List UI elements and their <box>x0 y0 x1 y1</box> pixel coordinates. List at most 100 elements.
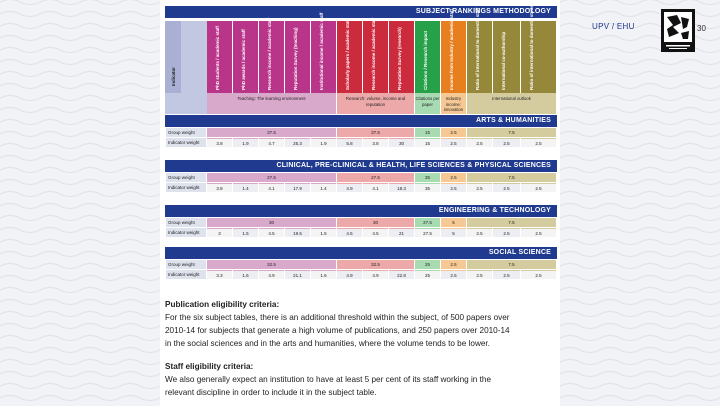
group-weight-cell: 2.5 <box>441 260 466 269</box>
indicator-weight-cell: 4.5 <box>259 228 284 237</box>
column-label: International co-authorship <box>501 31 506 90</box>
page-number: 30 <box>697 24 706 33</box>
group-weight-row: Group weight 37.5 37.5 15 2.5 7.5 <box>165 128 557 137</box>
indicator-weight-cell: 2.5 <box>493 183 520 192</box>
group-label: International outlook <box>467 93 556 114</box>
staff-line: We also generally expect an institution … <box>165 375 492 384</box>
indicator-weight-cell: 4.9 <box>259 270 284 279</box>
methodology-column: PhD students / academic staff <box>207 21 232 93</box>
indicator-weight-cell: 2.5 <box>441 270 466 279</box>
indicator-weight-cell: 2.5 <box>521 138 556 147</box>
section-title: ENGINEERING & TECHNOLOGY <box>165 205 557 217</box>
staff-criteria-title: Staff eligibility criteria: <box>165 362 254 371</box>
group-weight-cell: 7.5 <box>467 260 556 269</box>
indicator-weight-cell: 2.5 <box>467 270 492 279</box>
section-title: CLINICAL, PRE-CLINICAL & HEALTH, LIFE SC… <box>165 160 557 172</box>
row-label: Group weight <box>166 173 206 182</box>
column-label: Research income / academic staff <box>267 17 272 90</box>
indicator-weight-cell: 27.5 <box>415 228 440 237</box>
group-weight-cell: 7.5 <box>467 128 556 137</box>
publication-line: in the social sciences and in the arts a… <box>165 339 490 348</box>
indicator-weight-cell: 25 <box>415 270 440 279</box>
methodology-column: Ratio of international to domestic staff <box>467 8 492 93</box>
indicator-weight-cell: 5 <box>441 228 466 237</box>
indicator-weight-cell: 2.5 <box>467 183 492 192</box>
group-weight-cell: 27.5 <box>415 218 440 227</box>
indicator-weight-cell: 2.5 <box>441 183 466 192</box>
methodology-title: SUBJECT RANKINGS METHODOLOGY <box>165 6 557 18</box>
methodology-column: Institutional income / academic staff <box>311 12 336 93</box>
group-label: Teaching: The learning environment <box>207 93 336 114</box>
column-label: Income from Industry / academic staff <box>449 8 454 90</box>
indicator-weight-cell: 30 <box>389 138 414 147</box>
indicator-weight-cell: 2.5 <box>467 138 492 147</box>
indicator-weight-row: Indicator weight 3.8 1.9 4.7 25.3 1.9 5.8 3.8 30… <box>165 138 557 147</box>
group-label-spacer <box>165 93 207 114</box>
university-logo <box>661 9 695 52</box>
row-label: Indicator weight <box>166 270 206 279</box>
methodology-column: Reputation Survey (teaching) <box>285 21 310 93</box>
indicator-weight-cell: 1.9 <box>233 138 258 147</box>
group-weight-cell: 32.5 <box>207 260 336 269</box>
group-weight-row: Group weight 30 30 27.5 5 7.5 <box>165 218 557 227</box>
methodology-column: Reputation Survey (research) <box>389 21 414 93</box>
row-label: Group weight <box>166 218 206 227</box>
group-weight-cell: 35 <box>415 173 440 182</box>
column-label: Ratio of international to domestic stude… <box>529 0 534 90</box>
university-name: UPV / EHU <box>592 22 635 31</box>
group-weight-cell: 37.5 <box>207 128 336 137</box>
group-weight-cell: 25 <box>415 260 440 269</box>
group-weight-cell: 7.5 <box>467 173 556 182</box>
group-weight-cell: 27.5 <box>337 173 414 182</box>
group-weight-row: Group weight 27.5 27.5 35 2.5 7.5 <box>165 173 557 182</box>
column-label: Scholarly papers / academic staff <box>345 18 350 90</box>
group-label: Research: volume, income and reputation <box>337 93 414 114</box>
group-weight-cell: 27.5 <box>207 173 336 182</box>
publication-criteria: Publication eligibility criteria: For th… <box>165 298 557 350</box>
group-weight-cell: 15 <box>415 128 440 137</box>
indicator-weight-cell: 2.5 <box>493 228 520 237</box>
row-label: Group weight <box>166 260 206 269</box>
methodology-column: PhD awards / academic staff <box>233 21 258 93</box>
indicator-weight-cell: 4.1 <box>363 183 388 192</box>
indicator-weight-cell: 4.1 <box>259 183 284 192</box>
indicator-weight-cell: 4.5 <box>337 228 362 237</box>
column-label: PhD awards / academic staff <box>241 29 246 90</box>
indicator-weight-cell: 1.5 <box>311 228 336 237</box>
indicator-weight-cell: 2.5 <box>467 228 492 237</box>
column-label: PhD students / academic staff <box>215 25 220 90</box>
group-weight-cell: 5 <box>441 218 466 227</box>
indicator-weight-cell: 4.9 <box>337 183 362 192</box>
staff-line: relevant discipline in order to include … <box>165 388 377 397</box>
indicator-weight-cell: 3.8 <box>207 138 232 147</box>
methodology-column: Scholarly papers / academic staff <box>337 18 362 93</box>
indicator-weight-cell: 2.5 <box>521 228 556 237</box>
group-weight-cell: 2.5 <box>441 128 466 137</box>
indicator-weight-cell: 17.9 <box>285 183 310 192</box>
group-weight-cell: 37.5 <box>337 128 414 137</box>
indicator-weight-cell: 4.7 <box>259 138 284 147</box>
indicator-weight-row: Indicator weight 3.8 1.4 4.1 17.9 1.4 4.9 4.1 18… <box>165 183 557 192</box>
publication-criteria-title: Publication eligibility criteria: <box>165 300 280 309</box>
indicator-weight-cell: 1.6 <box>233 270 258 279</box>
indicator-weight-cell: 1.4 <box>233 183 258 192</box>
column-label: Citations / Research impact <box>423 30 428 90</box>
indicator-weight-cell: 1.5 <box>233 228 258 237</box>
indicator-spacer <box>181 21 207 93</box>
staff-criteria: Staff eligibility criteria: We also gene… <box>165 360 557 399</box>
indicator-weight-cell: 18.3 <box>389 183 414 192</box>
indicator-weight-cell: 4.9 <box>337 270 362 279</box>
row-label: Indicator weight <box>166 183 206 192</box>
indicator-weight-cell: 1.6 <box>311 270 336 279</box>
indicator-weight-cell: 2.5 <box>441 138 466 147</box>
indicator-column: Indicator <box>165 21 181 93</box>
group-weight-cell: 30 <box>207 218 336 227</box>
column-label: Institutional income / academic staff <box>319 12 324 90</box>
indicator-weight-cell: 2.5 <box>493 270 520 279</box>
methodology-column: Income from Industry / academic staff <box>441 9 466 93</box>
methodology-column: Ratio of international to domestic stude… <box>521 0 556 93</box>
column-label: Ratio of international to domestic staff <box>475 7 480 90</box>
indicator-weight-cell: 5.8 <box>337 138 362 147</box>
indicator-weight-cell: 22.8 <box>389 270 414 279</box>
group-weight-cell: 30 <box>337 218 414 227</box>
